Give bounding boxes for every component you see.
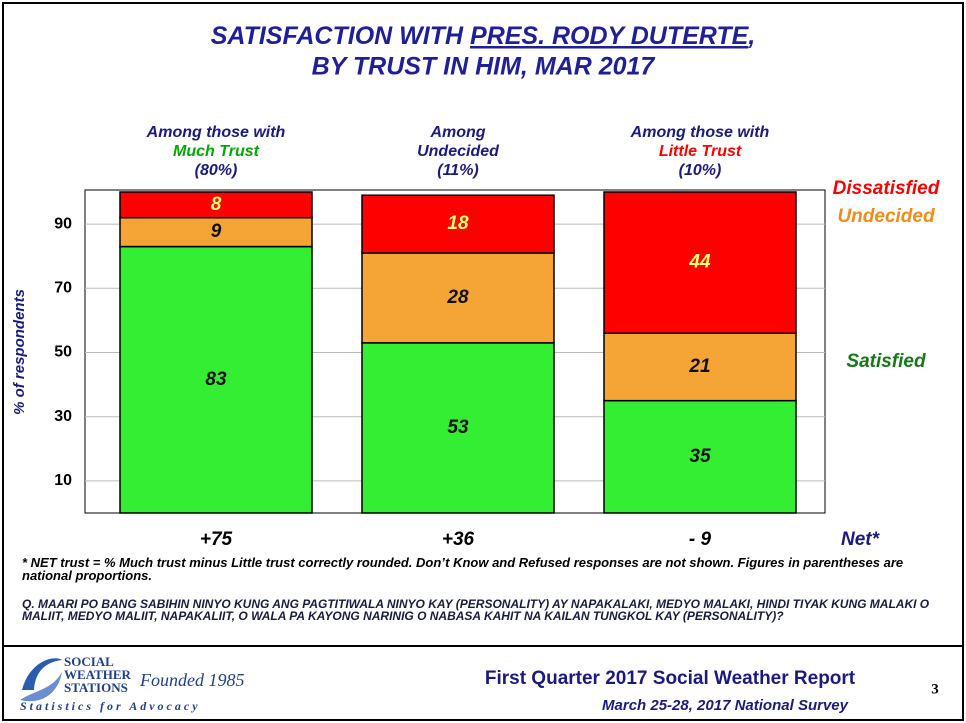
bar-segment [603, 191, 797, 334]
y-tick-label: 10 [54, 472, 72, 489]
title-part: SATISFACTION WITH [211, 22, 464, 50]
value-label: 8 [211, 194, 222, 215]
x-category-label: Little Trust [659, 143, 742, 160]
title-part: PRES. RODY DUTERTE [470, 22, 750, 50]
y-tick-label: 70 [54, 280, 72, 297]
x-category-label: (11%) [437, 162, 479, 179]
logo [20, 658, 62, 702]
logo-swoosh [20, 672, 62, 702]
logo-text: SOCIAL [64, 654, 114, 669]
y-axis-label: % of respondents [11, 289, 28, 415]
value-label: 21 [688, 356, 710, 377]
y-tick-label: 90 [54, 215, 72, 232]
title-part: , [747, 22, 755, 50]
logo-text: WEATHER [64, 667, 132, 682]
report-title: First Quarter 2017 Social Weather Report [485, 668, 856, 689]
bar-segment [361, 252, 555, 344]
bar-segment [603, 399, 797, 514]
x-category-label: (80%) [195, 162, 238, 179]
logo-founded: Founded 1985 [139, 670, 244, 690]
x-category-label: (10%) [679, 162, 722, 179]
net-value: +75 [200, 529, 233, 550]
net-value: +36 [442, 529, 475, 550]
x-category-label: Among those with [630, 124, 770, 141]
value-label: 18 [447, 213, 469, 234]
legend-label: Dissatisfied [833, 178, 940, 199]
x-category-label: Much Trust [173, 143, 260, 160]
bar-segment [119, 191, 313, 219]
bar-segment [361, 194, 555, 254]
logo-swoosh [22, 658, 62, 690]
logo-tagline: Statistics for Advocacy [20, 699, 201, 713]
question-text: Q. MAARI PO BANG SABIHIN NINYO KUNG ANG … [22, 597, 930, 623]
y-tick-label: 50 [54, 344, 72, 361]
legend-label: Undecided [837, 206, 935, 227]
page-number: 3 [931, 681, 939, 697]
y-tick-label: 30 [54, 408, 72, 425]
value-label: 28 [446, 287, 469, 308]
value-label: 44 [688, 252, 711, 273]
net-label: Net* [841, 529, 881, 550]
bar-segment [361, 342, 555, 514]
x-category-label: Among those with [146, 124, 286, 141]
legend-label: Satisfied [846, 351, 926, 372]
value-label: 83 [205, 369, 227, 390]
footnote: * NET trust = % Much trust minus Little … [22, 555, 904, 583]
x-category-label: Among [429, 124, 485, 141]
value-label: 35 [689, 446, 711, 467]
bar-segment [119, 245, 313, 514]
value-label: 53 [447, 417, 469, 438]
value-label: 9 [211, 221, 222, 242]
chart-title: BY TRUST IN HIM, MAR 2017 [312, 53, 656, 81]
net-value: - 9 [689, 529, 712, 550]
chart-title: SATISFACTION WITH PRES. RODY DUTERTE, [211, 22, 756, 50]
survey-date: March 25-28, 2017 National Survey [602, 697, 849, 714]
logo-text: STATIONS [64, 680, 128, 695]
x-category-label: Undecided [417, 143, 500, 160]
